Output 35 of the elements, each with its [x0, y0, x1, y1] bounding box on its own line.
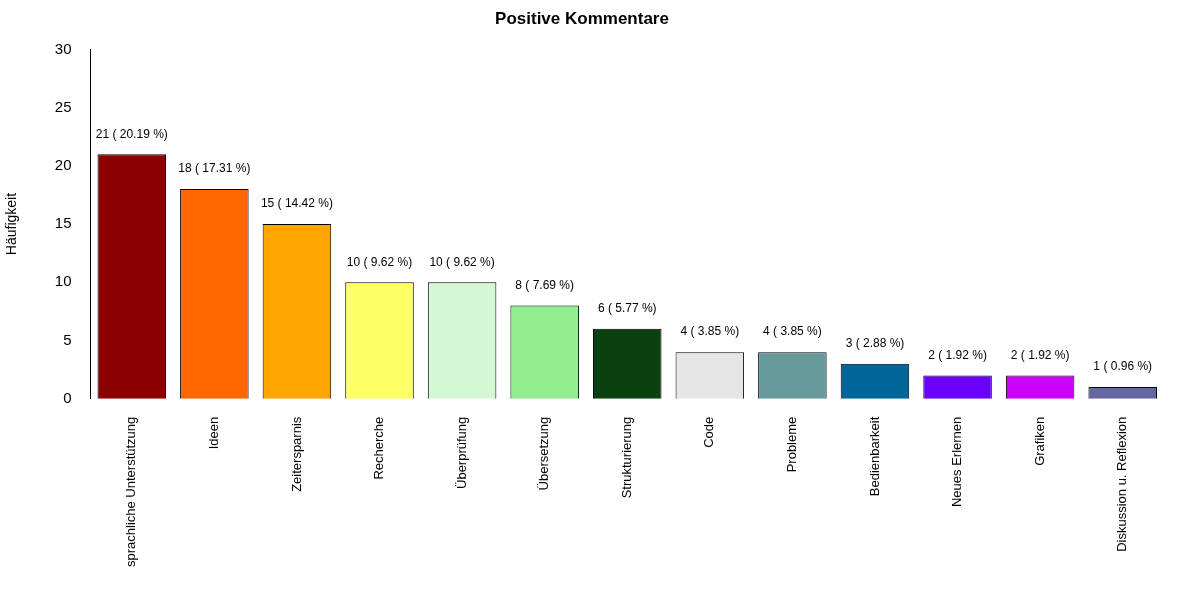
- y-tick-label: 15: [54, 214, 72, 232]
- data-label: 3 ( 2.88 %): [845, 336, 905, 351]
- y-tick-label: 20: [54, 155, 72, 173]
- data-label: 10 ( 9.62 %): [429, 254, 495, 269]
- x-tick-label: Bedienbarkeit: [866, 416, 882, 497]
- x-tick-label: Recherche: [371, 416, 387, 480]
- data-label: 6 ( 5.77 %): [597, 301, 657, 316]
- y-tick-label: 30: [54, 39, 72, 57]
- chart-title: Positive Kommentare: [495, 8, 669, 28]
- data-label: 10 ( 9.62 %): [346, 254, 413, 269]
- x-tick-label: Diskussion u. Reflexion: [1114, 416, 1130, 552]
- x-tick-label: Grafiken: [1031, 416, 1047, 466]
- x-tick-label: Code: [701, 416, 717, 448]
- x-tick-label: Neues Erlernen: [949, 416, 965, 508]
- data-label: 15 ( 14.42 %): [260, 196, 333, 211]
- x-tick-label: Ideen: [205, 416, 221, 450]
- data-label: 21 ( 20.19 %): [95, 126, 168, 141]
- y-tick-label: 0: [63, 388, 72, 406]
- x-tick-label: Übersetzung: [536, 416, 552, 491]
- x-tick-label: Strukturierung: [618, 416, 634, 499]
- y-tick-label: 5: [63, 330, 72, 348]
- data-label: 4 ( 3.85 %): [763, 324, 822, 339]
- data-label: 4 ( 3.85 %): [680, 324, 740, 339]
- x-tick-label: Zeitersparnis: [288, 416, 304, 492]
- x-tick-label: sprachliche Unterstützung: [123, 416, 139, 568]
- data-label: 8 ( 7.69 %): [515, 277, 575, 292]
- y-tick-label: 10: [54, 272, 72, 290]
- data-label: 18 ( 17.31 %): [178, 161, 251, 176]
- data-label: 2 ( 1.92 %): [1010, 347, 1070, 362]
- y-tick-label: 25: [54, 97, 72, 115]
- data-label: 2 ( 1.92 %): [928, 347, 987, 362]
- x-tick-label: Probleme: [783, 416, 799, 473]
- data-label: 1 ( 0.96 %): [1093, 359, 1153, 374]
- x-tick-label: Überprüfung: [453, 416, 469, 489]
- y-axis-title: Häufigkeit: [3, 192, 20, 256]
